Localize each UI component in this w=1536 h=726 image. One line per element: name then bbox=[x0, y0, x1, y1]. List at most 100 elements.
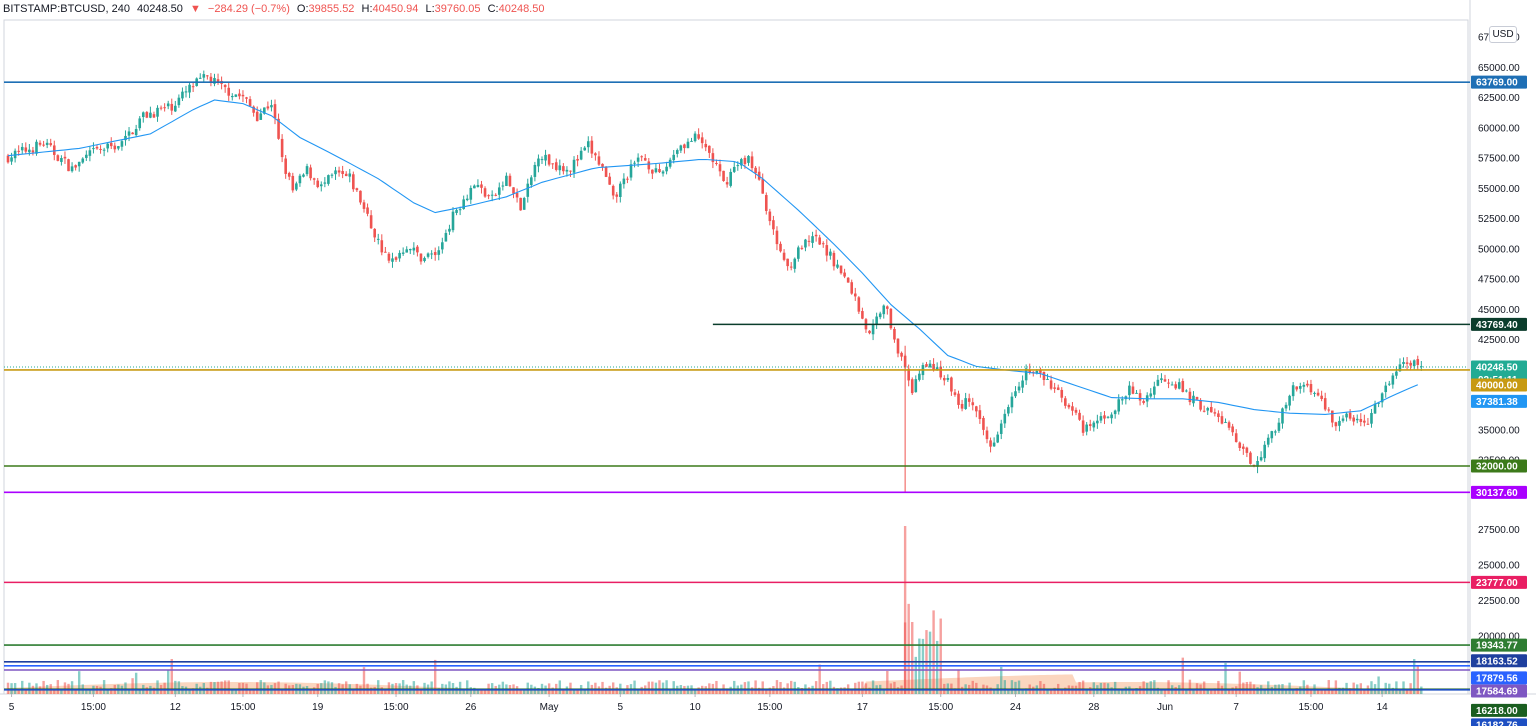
volume-bar bbox=[697, 687, 700, 694]
candle-body bbox=[38, 142, 42, 145]
candle-body bbox=[636, 157, 640, 162]
volume-bar bbox=[953, 688, 957, 694]
candle-body bbox=[1270, 431, 1274, 439]
candle-body bbox=[1060, 389, 1064, 398]
volume-bar bbox=[1142, 681, 1145, 694]
candle-body bbox=[512, 187, 515, 194]
candle-body bbox=[1245, 447, 1249, 453]
candle-body bbox=[1049, 380, 1053, 389]
candle-body bbox=[971, 402, 975, 406]
price-level-label: 16218.00 bbox=[1476, 706, 1518, 717]
price-level-label: 30137.60 bbox=[1476, 488, 1518, 499]
volume-bar bbox=[1160, 688, 1163, 694]
candle-body bbox=[982, 417, 985, 430]
candle-body bbox=[522, 198, 526, 210]
volume-bar bbox=[975, 682, 978, 694]
volume-bar bbox=[131, 678, 134, 694]
candle-body bbox=[907, 368, 910, 381]
candle-body bbox=[366, 207, 369, 214]
volume-bar bbox=[401, 680, 405, 694]
candle-body bbox=[1024, 368, 1028, 381]
candle-body bbox=[601, 163, 604, 167]
volume-bar bbox=[223, 680, 227, 694]
volume-bar bbox=[1267, 681, 1270, 694]
volume-bar bbox=[1103, 682, 1106, 694]
volume-bar bbox=[725, 688, 729, 694]
candle-body bbox=[1149, 393, 1153, 397]
volume-bar bbox=[1334, 680, 1338, 694]
candle-body bbox=[1380, 393, 1384, 403]
candle-body bbox=[1209, 406, 1213, 413]
volume-bar bbox=[1131, 688, 1135, 694]
volume-bar bbox=[1395, 681, 1398, 694]
volume-bar bbox=[1295, 688, 1298, 694]
candle-body bbox=[1288, 395, 1291, 406]
volume-bar bbox=[259, 680, 262, 694]
candle-body bbox=[149, 112, 152, 118]
candle-body bbox=[1263, 444, 1266, 459]
currency-badge[interactable]: USD bbox=[1489, 26, 1517, 43]
price-tick-label: 55000.00 bbox=[1478, 184, 1520, 195]
candle-body bbox=[337, 170, 341, 173]
volume-bar bbox=[647, 681, 650, 694]
candle-body bbox=[643, 158, 647, 161]
candle-body bbox=[708, 145, 711, 153]
close-label: C: bbox=[487, 3, 499, 15]
candle-body bbox=[263, 107, 266, 114]
candle-body bbox=[1231, 426, 1234, 433]
volume-bar bbox=[572, 688, 576, 694]
candle-body bbox=[526, 183, 530, 197]
price-level-tag bbox=[1471, 671, 1527, 685]
volume-bar bbox=[1370, 681, 1373, 694]
volume-bar bbox=[234, 689, 238, 694]
volume-bar bbox=[327, 681, 330, 694]
candle-body bbox=[1320, 395, 1323, 400]
volume-bar bbox=[971, 680, 974, 694]
candle-body bbox=[1217, 413, 1220, 417]
volume-bar bbox=[1224, 662, 1227, 694]
candle-body bbox=[334, 170, 337, 175]
candle-body bbox=[1031, 371, 1035, 373]
candle-body bbox=[939, 366, 943, 378]
candle-body bbox=[483, 188, 487, 197]
candle-body bbox=[565, 169, 569, 172]
volume-bar bbox=[903, 526, 907, 694]
candle-body bbox=[626, 178, 629, 180]
volume-bar bbox=[1384, 682, 1387, 694]
candle-body bbox=[1099, 416, 1103, 421]
volume-bar bbox=[1060, 689, 1063, 694]
candle-body bbox=[779, 243, 782, 252]
candle-body bbox=[725, 182, 729, 185]
candle-body bbox=[572, 159, 576, 173]
volume-bar bbox=[170, 659, 173, 694]
candle-body bbox=[376, 238, 380, 240]
candle-body bbox=[750, 156, 754, 169]
candle-body bbox=[686, 141, 690, 149]
volume-bar bbox=[152, 687, 156, 694]
candle-body bbox=[490, 194, 494, 196]
volume-bar bbox=[1181, 657, 1184, 694]
volume-bar bbox=[1309, 689, 1313, 694]
time-tick-label: 26 bbox=[465, 702, 477, 713]
candle-body bbox=[458, 209, 462, 211]
time-tick-label: 24 bbox=[1010, 702, 1022, 713]
volume-bar bbox=[384, 688, 387, 694]
volume-bar bbox=[882, 688, 885, 694]
symbol-name[interactable]: BITSTAMP:BTCUSD, 240 bbox=[3, 3, 130, 15]
volume-bar bbox=[419, 688, 423, 694]
volume-bar bbox=[70, 681, 74, 694]
candle-body bbox=[967, 398, 971, 402]
volume-bar bbox=[430, 681, 433, 694]
price-tick-label: 42500.00 bbox=[1478, 335, 1520, 346]
volume-bar bbox=[248, 689, 252, 694]
low-value: 39760.05 bbox=[434, 3, 481, 15]
candle-body bbox=[387, 253, 391, 261]
volume-bar bbox=[1402, 681, 1405, 694]
candle-body bbox=[1405, 362, 1409, 364]
volume-bar bbox=[583, 689, 586, 694]
open-label: O: bbox=[296, 3, 309, 15]
volume-bar bbox=[213, 682, 216, 694]
candle-body bbox=[562, 166, 565, 172]
